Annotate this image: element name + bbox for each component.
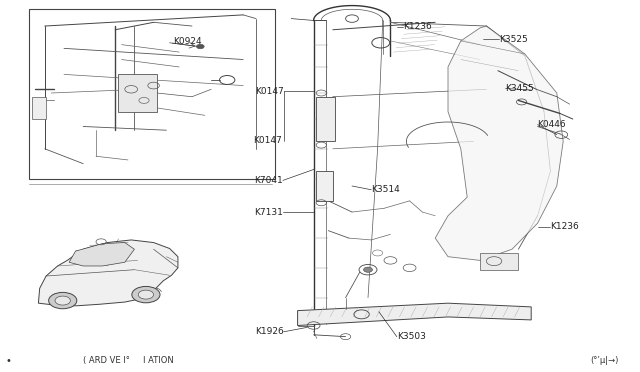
Polygon shape	[298, 303, 531, 326]
Text: K0147: K0147	[253, 136, 282, 145]
Text: K3503: K3503	[397, 332, 426, 341]
Bar	[480, 253, 518, 270]
Text: •: •	[5, 356, 11, 366]
Text: K0147: K0147	[255, 87, 284, 96]
Text: K7131: K7131	[254, 208, 283, 217]
Bar	[316, 171, 333, 201]
Text: K0924: K0924	[173, 37, 202, 46]
Text: K3514: K3514	[371, 185, 400, 194]
Bar	[316, 97, 335, 141]
Circle shape	[132, 286, 160, 303]
Text: K1926: K1926	[255, 327, 284, 336]
Bar	[32, 97, 46, 119]
Bar	[29, 9, 275, 179]
Circle shape	[364, 267, 372, 272]
Circle shape	[138, 290, 154, 299]
Text: (°’µ|→): (°’µ|→)	[591, 356, 619, 365]
Text: K7041: K7041	[254, 176, 283, 185]
Text: K3455: K3455	[506, 84, 534, 93]
Circle shape	[49, 292, 77, 309]
Bar	[118, 74, 157, 112]
Text: ( ARD VE I°     I ATION: ( ARD VE I° I ATION	[83, 356, 173, 365]
Text: K3525: K3525	[499, 35, 528, 44]
Text: K0446: K0446	[538, 120, 566, 129]
Polygon shape	[435, 26, 563, 260]
Polygon shape	[69, 243, 134, 266]
Polygon shape	[38, 240, 178, 306]
Circle shape	[55, 296, 70, 305]
Circle shape	[196, 44, 204, 49]
Text: K1236: K1236	[550, 222, 579, 231]
Text: K1236: K1236	[403, 22, 432, 31]
